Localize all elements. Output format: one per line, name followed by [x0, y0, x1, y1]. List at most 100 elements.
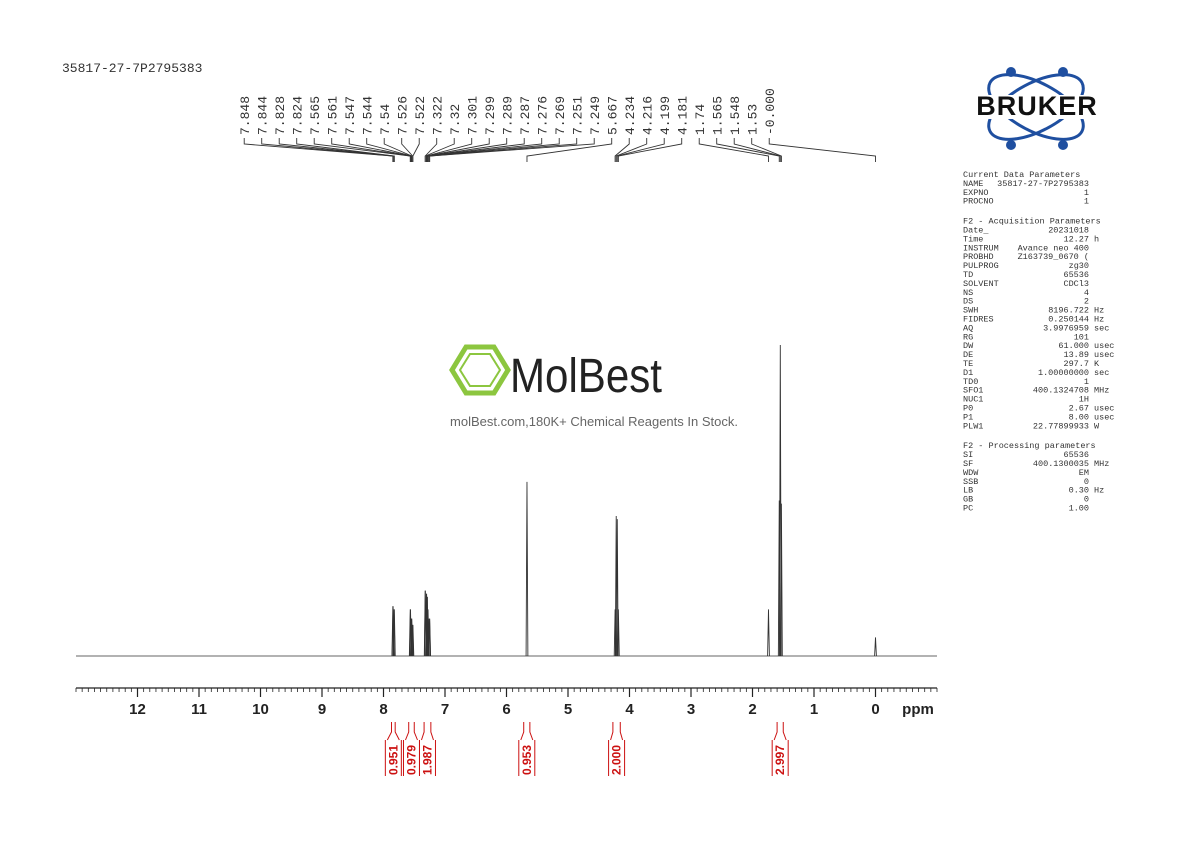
peak-label: 7.269: [553, 96, 568, 135]
param-value: 2: [1084, 297, 1089, 307]
peak-label: 7.848: [238, 96, 253, 135]
integral-bracket: [518, 722, 536, 776]
peak-label: 7.547: [343, 96, 358, 135]
param-value: 35817-27-7P2795383: [997, 179, 1089, 189]
param-name: GB: [963, 495, 973, 505]
integral-value: 0.979: [404, 745, 418, 775]
peak: [874, 637, 877, 657]
logo-text: BRUKER: [976, 91, 1098, 121]
param-unit: MHz: [1094, 459, 1109, 469]
param-value: 400.1300035: [1033, 459, 1089, 469]
peak-label: 7.249: [588, 96, 603, 135]
peak-label: 1.53: [746, 104, 761, 135]
param-name: DW: [963, 341, 974, 351]
param-unit: W: [1094, 421, 1100, 431]
x-tick-label: 0: [871, 701, 879, 718]
peak-label-leader: [296, 138, 395, 162]
peak-label-leader: [429, 138, 595, 162]
param-value: Z163739_0670 (: [1018, 252, 1089, 262]
x-axis-label: ppm: [902, 701, 934, 718]
peak-label: 7.526: [396, 96, 411, 135]
param-value: 1: [1084, 188, 1089, 198]
peak-label-leader: [426, 138, 490, 162]
param-unit: MHz: [1094, 386, 1109, 396]
peak-label: 7.289: [501, 96, 516, 135]
param-value: 0: [1084, 477, 1089, 487]
peak-label-leader: [526, 138, 613, 162]
peak-label-leader: [616, 138, 665, 162]
sample-id: 35817-27-7P2795383: [62, 61, 202, 76]
x-tick-label: 10: [252, 701, 269, 718]
peak: [617, 609, 620, 657]
param-value: 1: [1084, 197, 1089, 207]
peak-label: 7.251: [571, 96, 586, 135]
param-value: Avance neo 400: [1018, 243, 1089, 253]
peak-label: 7.824: [291, 96, 306, 135]
peak-label: 7.32: [448, 104, 463, 135]
peak-label: 7.299: [483, 96, 498, 135]
param-name: SI: [963, 450, 973, 460]
param-value: 13.89: [1063, 350, 1089, 360]
peak: [392, 609, 396, 657]
peak: [411, 624, 415, 657]
param-group-title: F2 - Processing parameters: [963, 441, 1096, 451]
peak-label: 7.561: [326, 96, 341, 135]
param-name: TE: [963, 359, 973, 369]
peak-label: 7.565: [308, 96, 323, 135]
param-value: 65536: [1063, 270, 1089, 280]
param-name: FIDRES: [963, 315, 994, 325]
peak-label-leader: [751, 138, 782, 162]
param-value: 0.30: [1069, 486, 1089, 496]
peak-label: 4.234: [623, 96, 638, 135]
param-unit: Hz: [1094, 486, 1104, 496]
param-unit: usec: [1094, 412, 1114, 422]
param-value: 12.27: [1063, 234, 1089, 244]
param-value: 0: [1084, 495, 1089, 505]
integral-bracket: [384, 722, 402, 776]
x-tick-label: 2: [748, 701, 756, 718]
param-name: TD0: [963, 377, 978, 387]
param-value: 400.1324708: [1033, 386, 1089, 396]
param-unit: sec: [1094, 368, 1109, 378]
param-value: 1H: [1079, 395, 1089, 405]
peak-label-leader: [615, 138, 648, 162]
param-unit: Hz: [1094, 306, 1104, 316]
param-value: 0.250144: [1048, 315, 1089, 325]
param-name: SSB: [963, 477, 978, 487]
param-value: 1: [1084, 377, 1089, 387]
peak: [525, 481, 529, 657]
param-value: 8.00: [1069, 412, 1089, 422]
param-group-title: F2 - Acquisition Parameters: [963, 217, 1101, 227]
peak-label: 1.565: [711, 96, 726, 135]
param-name: SWH: [963, 306, 978, 316]
param-name: PROBHD: [963, 252, 994, 262]
peak-label: 7.301: [466, 96, 481, 135]
peak-label: 4.181: [676, 96, 691, 135]
param-name: DE: [963, 350, 973, 360]
peak-label: 1.74: [693, 104, 708, 135]
x-tick-label: 8: [379, 701, 387, 718]
param-name: NAME: [963, 179, 983, 189]
peak-label: 7.54: [378, 104, 393, 135]
param-unit: K: [1094, 359, 1100, 369]
integral-bracket: [418, 722, 436, 776]
param-unit: Hz: [1094, 315, 1104, 325]
param-value: zg30: [1069, 261, 1089, 271]
integral-value: 2.997: [773, 745, 787, 775]
param-value: EM: [1079, 468, 1089, 478]
param-name: INSTRUM: [963, 243, 999, 253]
x-tick-label: 7: [441, 701, 449, 718]
peak-label: 4.199: [658, 96, 673, 135]
param-value: 61.000: [1058, 341, 1089, 351]
x-tick-label: 6: [502, 701, 510, 718]
peak-label-leader: [733, 138, 781, 162]
param-name: SF: [963, 459, 973, 469]
param-name: D1: [963, 368, 973, 378]
param-value: 2.67: [1069, 404, 1089, 414]
param-value: 8196.722: [1048, 306, 1089, 316]
param-name: RG: [963, 332, 973, 342]
bruker-logo: BRUKER: [958, 67, 1116, 150]
watermark: MolBest molBest.com,180K+ Chemical Reage…: [449, 344, 738, 429]
x-tick-label: 1: [810, 701, 818, 718]
